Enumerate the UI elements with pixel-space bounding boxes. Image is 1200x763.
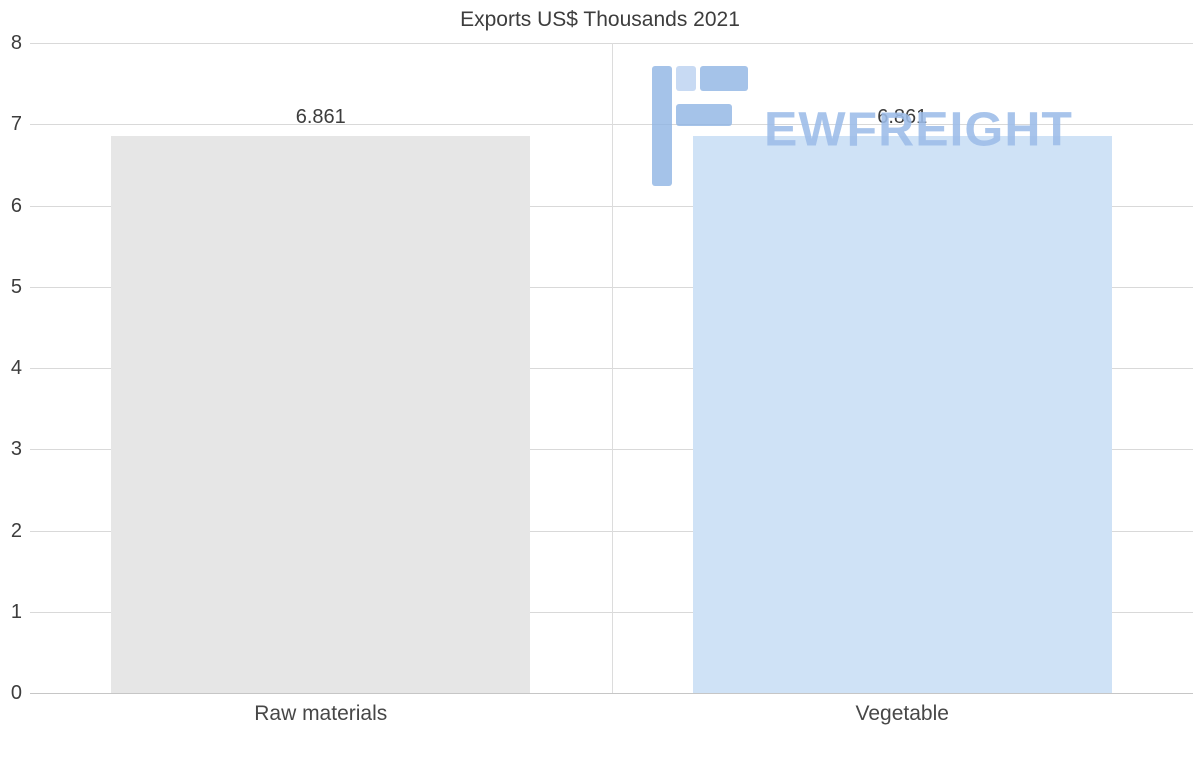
category-column-raw-materials: 6.861 (30, 43, 612, 693)
bars-container: 6.861 6.861 (30, 43, 1193, 693)
x-category-label: Vegetable (855, 702, 949, 725)
y-tick-label: 3 (10, 438, 22, 461)
y-tick-label: 4 (10, 357, 22, 379)
x-category-label: Raw materials (254, 702, 388, 725)
plot-area: 6.861 6.861 (30, 43, 1193, 694)
y-tick-label: 7 (10, 113, 22, 136)
y-tick-label: 2 (10, 519, 22, 542)
bar (111, 135, 531, 693)
x-axis-line (30, 693, 1193, 694)
y-tick-label: 0 (10, 682, 22, 704)
y-axis: 8 7 6 5 4 3 2 1 0 (0, 33, 24, 703)
chart-title: Exports US$ Thousands 2021 (460, 8, 740, 31)
y-tick-label: 5 (10, 275, 22, 298)
category-divider-line (611, 43, 613, 693)
y-tick-label: 8 (10, 32, 22, 54)
category-column-vegetable: 6.861 (612, 43, 1194, 693)
y-tick-label: 1 (10, 600, 22, 623)
x-axis-labels: Raw materials Vegetable (30, 702, 1193, 726)
bar-value-label: 6.861 (295, 105, 346, 128)
bar (692, 135, 1112, 693)
y-tick-label: 6 (10, 194, 22, 217)
bar-value-label: 6.861 (877, 105, 928, 128)
